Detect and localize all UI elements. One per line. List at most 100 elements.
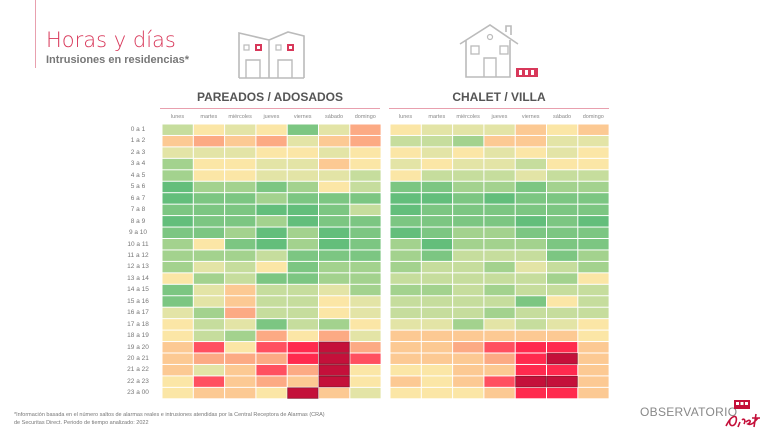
heatmap-cell: [421, 158, 453, 170]
heatmap-cell: [256, 250, 287, 261]
heatmap-cell: [225, 353, 256, 364]
heatmap-cell: [318, 353, 350, 365]
heatmap-cell: [484, 135, 515, 147]
heatmap-cell: [193, 387, 225, 399]
heatmap-cell: [484, 319, 515, 330]
heatmap-cell: [578, 296, 609, 307]
heatmap-cell: [225, 261, 256, 273]
footnote-line: de Securitas Direct. Periodo de tiempo a…: [14, 420, 149, 426]
heatmap-cell: [350, 181, 381, 193]
heatmap-cell: [547, 135, 578, 147]
heatmap-cell: [390, 170, 421, 181]
day-header: viernes: [293, 114, 312, 120]
heatmap-cell: [390, 387, 421, 399]
heatmap-cell: [193, 342, 225, 353]
heatmap-cell: [350, 158, 381, 170]
heatmap-cell: [225, 216, 256, 227]
semi-detached-houses-icon: [238, 31, 305, 79]
heatmap-cell: [319, 239, 350, 250]
row-label: 3 a 4: [130, 160, 146, 168]
heatmap-cell: [390, 364, 421, 376]
page-subtitle: Intrusiones en residencias*: [46, 54, 190, 66]
heatmap-cell: [162, 135, 193, 147]
heatmap-cell: [287, 364, 318, 376]
heatmap-cell: [256, 342, 287, 353]
heatmap-cell: [319, 273, 350, 284]
heatmap-cell: [225, 158, 256, 170]
heatmap-cell: [421, 216, 453, 227]
heatmap-cell: [256, 376, 287, 387]
heatmap-cell: [484, 193, 515, 204]
heatmap-cell: [162, 250, 193, 261]
day-header: miércoles: [456, 114, 480, 120]
heatmap-cell: [515, 307, 546, 319]
heatmap-cell: [390, 342, 421, 353]
heatmap-cell: [515, 375, 547, 388]
heatmap-cell: [256, 216, 287, 227]
row-label: 22 a 23: [127, 377, 149, 385]
heatmap-cell: [547, 124, 578, 135]
heatmap-cell: [287, 261, 318, 273]
heatmap-cell: [484, 273, 515, 284]
heatmap-cell: [350, 376, 381, 387]
heatmap-cell: [350, 261, 381, 273]
heatmap-cell: [225, 170, 256, 181]
heatmap-cell: [193, 135, 225, 147]
heatmap-cell: [225, 135, 256, 147]
heatmap-cell: [225, 250, 256, 261]
heatmap-cell: [515, 284, 546, 296]
heatmap-cell: [547, 319, 578, 330]
heatmap-cell: [484, 307, 515, 319]
heatmap-cell: [287, 193, 318, 204]
heatmap-cell: [515, 239, 546, 250]
heatmap-cell: [162, 342, 193, 353]
heatmap-cell: [421, 387, 453, 399]
heatmap-cell: [484, 170, 515, 181]
heatmap-cell: [390, 124, 421, 135]
heatmap-cell: [547, 239, 578, 250]
heatmap-cell: [319, 261, 350, 273]
heatmap-cell: [578, 239, 609, 250]
heatmap-cell: [453, 364, 484, 376]
heatmap-cell: [162, 216, 193, 227]
day-header: jueves: [491, 114, 508, 120]
heatmap-cell: [515, 181, 546, 193]
heatmap-cell: [484, 296, 515, 307]
heatmap-cell: [453, 319, 484, 330]
heatmap-cell: [256, 273, 287, 284]
heatmap-cell: [484, 239, 515, 250]
heatmap-cell: [453, 170, 484, 181]
heatmap-cell: [484, 181, 515, 193]
row-label: 4 a 5: [130, 171, 146, 179]
heatmap-cell: [515, 342, 546, 353]
heatmap-cell: [350, 135, 381, 147]
heatmap-cell: [162, 239, 193, 250]
heatmap-cell: [319, 250, 350, 261]
row-label: 11 a 12: [127, 251, 149, 259]
heatmap-cell: [515, 319, 546, 330]
heatmap-cell: [162, 170, 193, 181]
heatmap-cell: [484, 261, 515, 273]
heatmap-cell: [162, 353, 193, 364]
heatmap-cell: [350, 284, 381, 296]
heatmap-cell: [547, 284, 578, 296]
heatmap-cell: [256, 158, 287, 170]
heatmap-cell: [578, 342, 609, 353]
heatmap-cell: [547, 216, 578, 227]
heatmap-cell: [256, 193, 287, 204]
row-label: 15 a 16: [127, 297, 149, 305]
accent-divider: [35, 0, 36, 68]
heatmap-cell: [390, 250, 421, 261]
heatmap-cell: [350, 342, 381, 353]
heatmap-cell: [193, 124, 225, 135]
heatmap-cell: [162, 158, 193, 170]
heatmap-cell: [578, 261, 609, 273]
heatmap-cell: [225, 193, 256, 204]
heatmap-cell: [193, 193, 225, 204]
heatmap-cell: [578, 135, 609, 147]
heatmap-cell: [225, 124, 256, 135]
heatmap-cell: [225, 273, 256, 284]
day-header: viernes: [521, 114, 540, 120]
heatmap-cell: [484, 364, 515, 376]
heatmap-cell: [390, 376, 421, 387]
